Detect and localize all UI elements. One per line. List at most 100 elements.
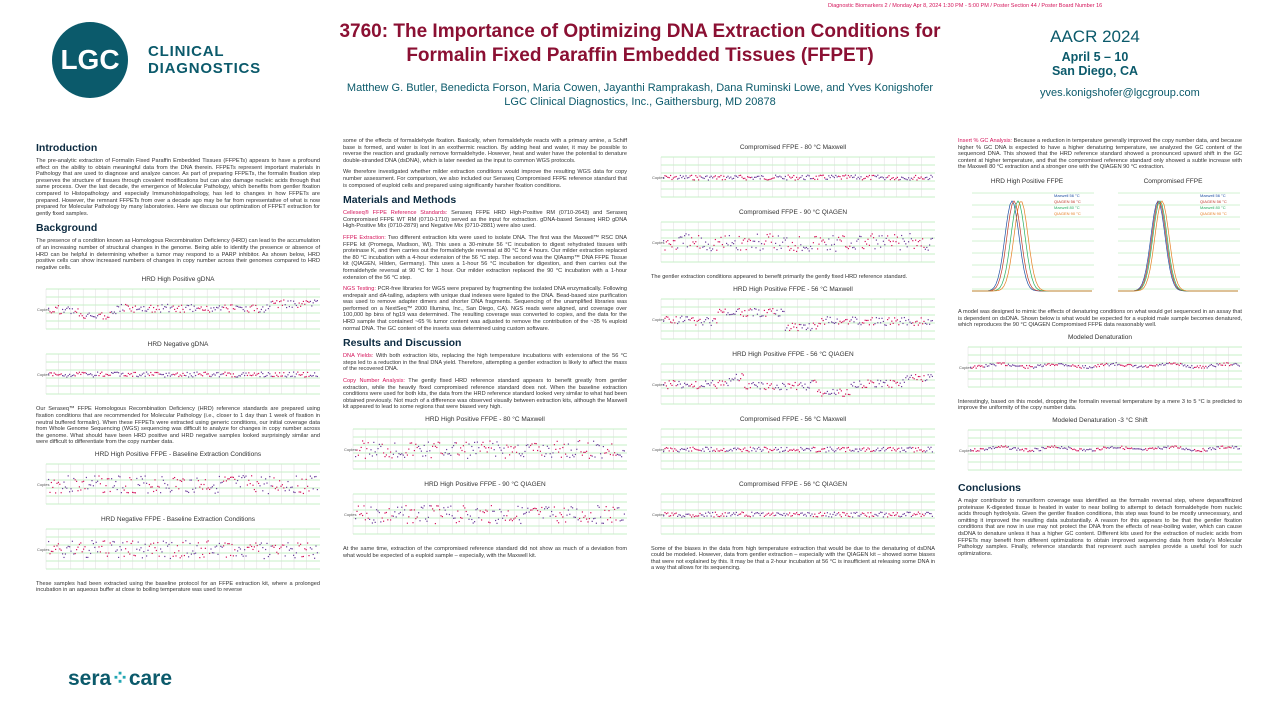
coverage-point [1069,365,1071,367]
coverage-point [260,309,262,311]
coverage-point [469,454,471,456]
coverage-point [791,176,793,178]
coverage-point [535,443,537,445]
coverage-point [691,449,693,452]
coverage-point [720,383,722,386]
coverage-point [1017,365,1019,367]
coverage-point [132,491,134,493]
coverage-point [847,174,849,177]
coverage-point [709,384,711,386]
coverage-point [691,515,693,518]
coverage-point [1164,363,1166,366]
coverage-point [127,373,129,375]
coverage-point [242,372,244,374]
coverage-point [719,515,721,517]
coverage-point [793,512,795,514]
coverage-point [847,393,849,395]
coverage-point [580,451,582,453]
coverage-point [863,322,865,324]
coverage-point [267,308,269,310]
coverage-point [916,378,918,380]
coverage-point [777,315,779,317]
coverage-point [691,174,693,176]
coverage-point [737,249,739,251]
coverage-point [1156,363,1158,365]
coverage-point [376,454,378,456]
coverage-point [304,487,306,490]
coverage-point [737,514,739,516]
coverage-point [161,551,163,553]
coverage-point [305,300,307,302]
coverage-point [740,377,742,379]
coverage-point [363,442,365,444]
coverage-point [705,241,707,243]
coverage-point [108,317,110,319]
coverage-point [1131,364,1133,366]
coverage-point [861,447,863,449]
coverage-point [992,363,994,365]
coverage-point [1107,363,1109,365]
coverage-point [1016,449,1018,451]
coverage-point [808,512,810,514]
coverage-point [260,542,262,544]
coverage-point [151,374,153,376]
coverage-point [362,514,364,517]
coverage-point [104,491,106,493]
axis-label: Copies [959,448,971,453]
coverage-point [179,479,181,482]
coverage-point [1224,447,1226,449]
coverage-point [269,475,271,478]
coverage-point [665,315,667,317]
coverage-point [63,556,65,558]
coverage-point [749,176,751,179]
gc-figure-hrd: HRD High Positive FFPE Maxwell 56 °C QIAG… [958,176,1096,309]
coverage-point [237,376,239,378]
coverage-point [970,366,972,368]
coverage-point [1166,446,1168,449]
coverage-point [91,479,93,482]
coverage-point [1129,363,1131,365]
coverage-point [817,178,819,180]
coverage-point [709,321,711,323]
coverage-point [870,450,872,452]
contact-email[interactable]: yves.konigshofer@lgcgroup.com [1040,87,1200,99]
coverage-point [713,176,715,178]
coverage-point [227,308,229,310]
coverage-point [745,514,747,516]
coverage-point [866,243,868,245]
coverage-point [537,449,539,452]
coverage-point [832,513,834,515]
coverage-point [246,484,248,486]
coverage-point [534,507,536,509]
coverage-point [838,175,840,177]
coverage-point [230,554,232,556]
coverage-point [1163,364,1165,366]
copy-number-plot: Copies [958,426,1242,478]
coverage-point [818,322,820,324]
coverage-point [678,177,680,179]
coverage-point [787,450,789,452]
coverage-point [217,491,219,493]
coverage-point [908,378,910,380]
coverage-point [754,447,756,450]
coverage-point [453,445,455,447]
coverage-point [234,376,236,378]
coverage-point [258,550,260,552]
coverage-point [279,480,281,482]
coverage-point [1020,449,1022,451]
coverage-point [789,511,791,514]
coverage-point [115,550,117,552]
coverage-point [1062,447,1064,450]
legend-entry: Maxwell 56 °C [1054,193,1080,198]
coverage-point [265,548,267,551]
coverage-point [894,234,896,236]
coverage-point [754,383,756,385]
coverage-point [1084,450,1086,452]
coverage-point [406,454,408,456]
coverage-point [601,522,603,524]
coverage-point [143,306,145,308]
coverage-point [281,484,283,486]
coverage-point [877,174,879,176]
coverage-point [728,511,730,514]
legend-entry: Maxwell 56 °C [1200,193,1226,198]
